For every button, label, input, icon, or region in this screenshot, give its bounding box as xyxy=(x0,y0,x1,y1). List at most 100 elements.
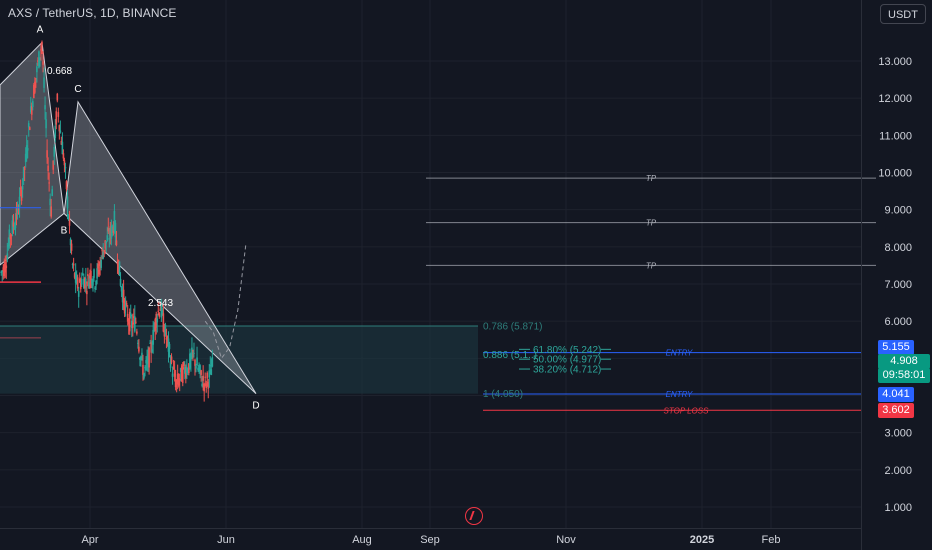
y-tick-label: 13.000 xyxy=(878,56,912,68)
candle-body xyxy=(32,101,34,108)
candle-body xyxy=(50,206,52,217)
price-tag: 4.908 xyxy=(878,354,930,369)
candle-body xyxy=(42,61,44,65)
candle-body xyxy=(87,274,89,277)
candle-body xyxy=(35,78,37,80)
candle-body xyxy=(19,187,22,190)
candle-body xyxy=(56,93,59,101)
candle-body xyxy=(91,279,93,285)
candle-body xyxy=(154,319,157,331)
candle-body xyxy=(170,356,173,363)
candle-body xyxy=(128,311,131,332)
candle-body xyxy=(0,271,3,274)
candle-body xyxy=(88,282,90,289)
candle-body xyxy=(117,259,120,274)
candle-body xyxy=(38,51,40,68)
candle-body xyxy=(98,269,100,275)
candle-body xyxy=(186,366,188,373)
fib-zone xyxy=(0,325,478,394)
candle-body xyxy=(75,275,78,284)
candle-body xyxy=(210,369,213,375)
time-axis-separator xyxy=(0,528,861,529)
ratio-label: 2.543 xyxy=(148,298,173,309)
candle-body xyxy=(205,383,208,389)
candle-body xyxy=(179,368,182,373)
candle-body xyxy=(185,373,187,378)
candle-body xyxy=(100,259,102,268)
candle-body xyxy=(31,105,33,115)
candle-body xyxy=(194,359,196,366)
candle-body xyxy=(127,321,130,325)
candle-body xyxy=(187,371,189,373)
x-tick-label: Nov xyxy=(556,534,576,546)
candle-body xyxy=(188,363,190,374)
level-label: TP xyxy=(646,219,657,228)
candle-body xyxy=(190,355,192,361)
currency-button[interactable]: USDT xyxy=(880,4,926,24)
candle-body xyxy=(110,225,113,239)
flash-icon[interactable] xyxy=(465,507,483,525)
candle-body xyxy=(21,185,24,190)
candle-body xyxy=(12,222,15,227)
candle-body xyxy=(199,365,201,372)
candle-body xyxy=(41,41,43,45)
candle-body xyxy=(13,227,16,230)
x-tick-label: Sep xyxy=(420,534,440,546)
candle-body xyxy=(6,253,9,261)
candle-body xyxy=(116,261,119,265)
candle-body xyxy=(15,206,18,220)
candle-body xyxy=(173,369,176,377)
candle-body xyxy=(94,287,96,289)
candle-body xyxy=(39,57,41,60)
candle-body xyxy=(160,302,163,318)
candle-body xyxy=(195,366,197,369)
price-tag: 3.602 xyxy=(878,403,914,418)
candle-body xyxy=(48,182,50,184)
candle-body xyxy=(25,145,28,159)
level-label: TP xyxy=(646,261,657,270)
candle-body xyxy=(43,77,45,88)
candle-body xyxy=(204,376,206,378)
candle-body xyxy=(4,261,7,273)
candle-body xyxy=(66,196,69,209)
candle-body xyxy=(174,379,177,388)
price-tag: 5.155 xyxy=(878,340,914,355)
candle-body xyxy=(84,277,86,289)
candle-body xyxy=(83,278,85,289)
candle-body xyxy=(17,212,20,214)
candle-body xyxy=(71,264,74,266)
candle-body xyxy=(33,84,35,99)
y-tick-label: 8.000 xyxy=(884,242,912,254)
candle-body xyxy=(206,372,209,379)
candle-body xyxy=(191,347,193,358)
point-label-d: D xyxy=(252,401,259,412)
candle-body xyxy=(208,370,211,378)
point-label-c: C xyxy=(74,84,81,95)
symbol-title: AXS / TetherUS, 1D, BINANCE xyxy=(8,6,177,20)
candle-body xyxy=(134,316,136,332)
candle-body xyxy=(16,206,19,215)
candle-body xyxy=(129,313,132,317)
candle-body xyxy=(105,241,108,244)
y-tick-label: 3.000 xyxy=(884,428,912,440)
candle-body xyxy=(131,322,134,329)
candle-body xyxy=(172,367,175,369)
y-tick-label: 6.000 xyxy=(884,316,912,328)
candle-body xyxy=(182,362,185,367)
candle-body xyxy=(141,352,143,356)
candle-body xyxy=(203,383,205,392)
candle-body xyxy=(46,150,48,158)
fib-label: 0.786 (5.871) xyxy=(483,321,543,332)
candle-body xyxy=(29,106,32,113)
y-tick-label: 11.000 xyxy=(879,130,912,142)
candle-body xyxy=(133,316,135,318)
candle-body xyxy=(11,220,14,234)
candle-body xyxy=(72,263,75,266)
candle-body xyxy=(63,160,66,166)
candle-body xyxy=(10,234,13,236)
candle-body xyxy=(23,167,26,170)
candle-body xyxy=(167,338,170,352)
candle-body xyxy=(28,127,31,130)
level-label: ENTRY xyxy=(666,349,693,358)
